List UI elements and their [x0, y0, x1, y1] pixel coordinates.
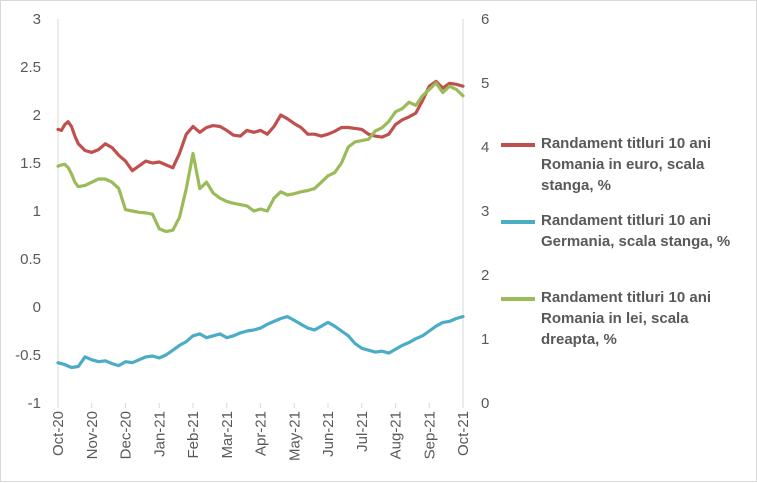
x-tick-label: Oct-21	[455, 411, 472, 456]
right-tick-label: 2	[481, 267, 489, 284]
x-tick-label: Feb-21	[185, 411, 202, 459]
x-tick-label: Apr-21	[253, 411, 270, 456]
right-tick-label: 1	[481, 331, 489, 348]
legend-label-ro-ron: Randament titluri 10 ani Romania in lei,…	[541, 289, 712, 348]
series-lines	[56, 79, 465, 370]
x-tick-label: Jun-21	[320, 411, 337, 457]
legend-swatch-ro-ron	[501, 297, 535, 301]
left-tick-label: 1	[33, 203, 41, 220]
x-tick-label: May-21	[286, 411, 303, 461]
x-tick-label: Sep-21	[421, 411, 438, 459]
right-tick-label: 6	[481, 11, 489, 28]
right-axis: 6 5 4 3 2 1 0	[481, 11, 489, 412]
series-line-1	[56, 315, 465, 370]
x-tick-label: Mar-21	[219, 411, 236, 459]
x-tick-label: Jul-21	[354, 411, 371, 452]
x-tick-label: Oct-20	[50, 411, 67, 456]
x-tick-label: Dec-20	[118, 411, 135, 459]
left-axis: 3 2.5 2 1.5 1 0.5 0 -0.5 -1	[15, 11, 41, 412]
series-line-0	[56, 79, 465, 173]
legend-swatch-de	[501, 220, 535, 224]
x-tick-label: Nov-20	[84, 411, 101, 459]
plot-area	[57, 19, 464, 403]
left-tick-label: 2	[33, 107, 41, 124]
right-tick-label: 5	[481, 75, 489, 92]
legend-label-de: Randament titluri 10 ani Germania, scala…	[541, 212, 731, 250]
legend-item-ro-eur: Randament titluri 10 ani Romania in euro…	[501, 133, 751, 196]
x-tick-label: Jan-21	[151, 411, 168, 457]
x-tick-label: Aug-21	[388, 411, 405, 459]
left-tick-label: 1.5	[20, 155, 41, 172]
left-tick-label: 0.5	[20, 251, 41, 268]
legend-label-ro-eur: Randament titluri 10 ani Romania in euro…	[541, 135, 712, 194]
legend-item-de: Randament titluri 10 ani Germania, scala…	[501, 210, 751, 252]
legend-swatch-ro-eur	[501, 143, 535, 147]
right-tick-label: 3	[481, 203, 489, 220]
x-axis: Oct-20 Nov-20 Dec-20 Jan-21 Feb-21 Mar-21 Apr-…	[50, 403, 472, 461]
legend-item-ro-ron: Randament titluri 10 ani Romania in lei,…	[501, 287, 751, 350]
right-tick-label: 0	[481, 395, 489, 412]
series-line-2	[56, 81, 465, 234]
left-tick-label: 3	[33, 11, 41, 28]
left-tick-label: -0.5	[15, 347, 41, 364]
left-tick-label: 0	[33, 299, 41, 316]
left-tick-label: -1	[28, 395, 41, 412]
left-tick-label: 2.5	[20, 59, 41, 76]
right-tick-label: 4	[481, 139, 489, 156]
